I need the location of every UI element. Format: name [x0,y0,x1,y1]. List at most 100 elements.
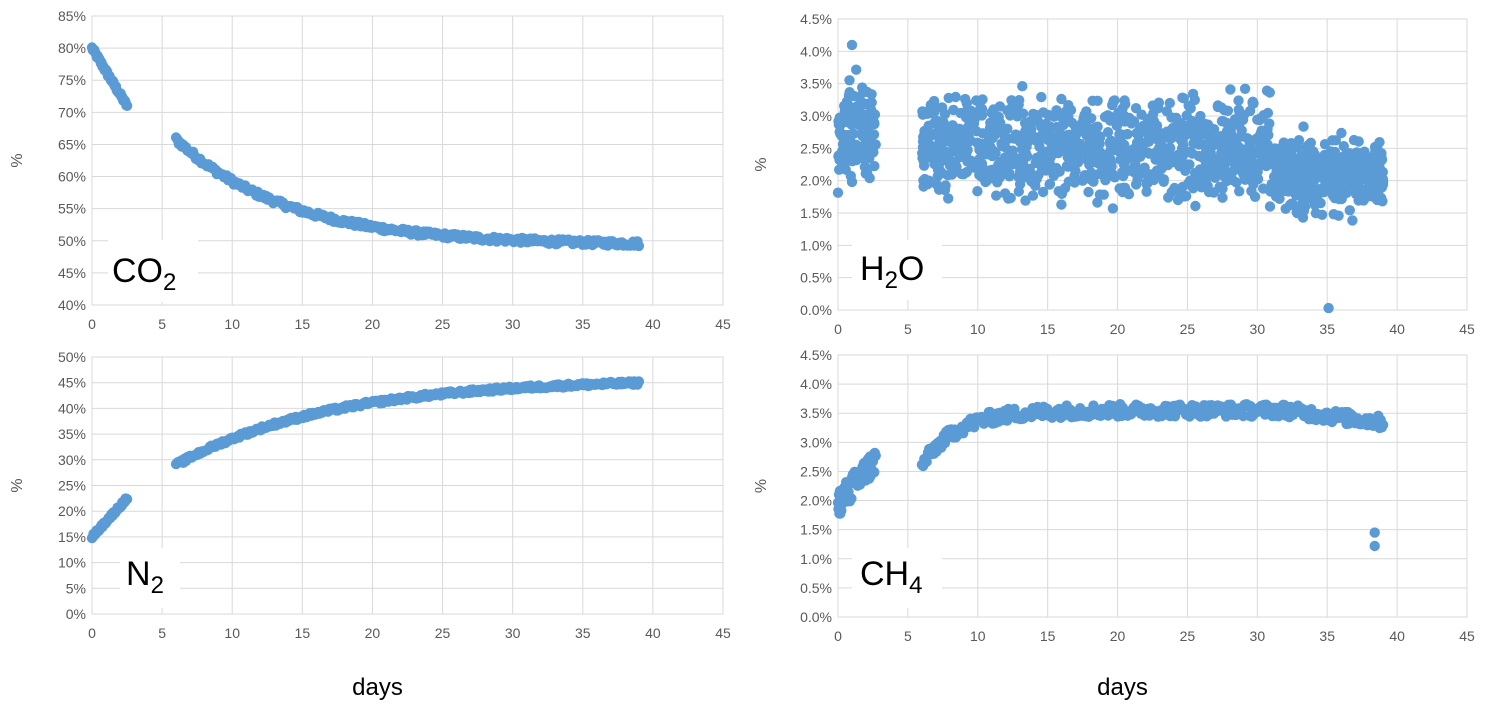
data-point [1377,173,1389,185]
x-tick-label: 20 [1110,628,1126,644]
data-point [1015,136,1026,148]
x-tick-label: 5 [904,321,912,337]
data-point [1215,136,1227,148]
data-point [1090,157,1102,168]
data-point [1374,137,1385,148]
y-tick-label: 1.5% [800,205,832,221]
data-point [1107,99,1118,111]
data-point [1063,143,1074,154]
data-point [1199,118,1211,130]
data-point [868,117,880,128]
panel-bottom-right: 0.0% 0.5% 1.0% 1.5% 2.0% 2.5% 3.0% 3.5% 4.0% 4.5%… [753,347,1475,644]
annotation-backdrop [852,240,942,300]
data-point [1258,145,1269,156]
data-point [1099,152,1111,164]
data-point [1243,157,1255,169]
gas-formula-tail: O [898,250,924,288]
data-point [1181,190,1192,202]
y-axis-label: % [9,478,26,492]
data-point [1137,168,1148,179]
y-tick-label: 15% [58,529,86,545]
data-point [1117,182,1129,194]
data-point [1102,127,1114,138]
data-point [832,187,844,198]
data-point [848,108,859,120]
x-tick-label: 10 [970,628,986,644]
data-point [1316,209,1328,220]
data-point [943,92,954,104]
data-point [986,107,997,118]
data-point [1336,127,1347,139]
data-point [1236,125,1247,136]
data-point [860,168,871,179]
plot-area [837,354,1468,618]
data-point [948,104,959,116]
gas-annotation: H2O [860,250,924,294]
data-point [1075,138,1086,150]
data-point [928,95,940,107]
data-point [1031,173,1042,185]
data-point [1327,174,1338,185]
data-point [834,112,845,123]
x-tick-label: 30 [505,316,521,332]
y-tick-label: 1.0% [800,237,832,253]
data-point [1377,419,1389,431]
data-point [1291,158,1302,169]
data-point [837,139,849,150]
y-tick-label: 20% [58,503,86,519]
data-point [1258,183,1269,194]
data-point [1233,141,1245,153]
data-point [921,456,932,467]
data-point [1187,148,1198,159]
data-point [1298,121,1309,132]
data-point [1163,149,1174,161]
x-tick-label: 10 [970,321,986,337]
data-point [1371,146,1382,157]
data-point [1248,172,1259,183]
data-point [987,150,998,162]
data-point [985,142,996,153]
x-tick-label: 20 [365,625,381,641]
data-point [1110,114,1121,125]
data-point [974,109,985,120]
data-point [842,116,853,128]
data-point [1298,176,1309,187]
data-point [1251,133,1262,144]
gas-annotation: CO2 [112,252,176,296]
data-point [1135,151,1146,162]
panel-top-right: 0.0% 0.5% 1.0% 1.5% 2.0% 2.5% 3.0% 3.5% 4.0% 4.5%… [753,11,1475,701]
data-point [1376,154,1388,165]
data-point [844,75,855,86]
data-point [846,493,857,504]
data-point [840,164,851,175]
data-point [1181,121,1192,132]
data-point [1020,148,1031,159]
y-tick-label: 1.0% [800,551,832,567]
data-point [1094,189,1106,200]
data-point [1006,95,1017,106]
x-tick-label: 45 [1459,628,1475,644]
x-tick-label: 45 [1459,321,1475,337]
y-tick-label: 0.5% [800,270,832,286]
annotation-backdrop [852,548,942,608]
data-point [1177,92,1188,103]
data-point [1086,125,1098,137]
data-point [984,122,996,134]
data-point [1309,149,1321,160]
data-point [1164,97,1176,109]
data-point [1017,158,1028,170]
data-point [1036,91,1047,103]
data-point [1091,148,1102,160]
y-tick-label: 60% [58,169,86,185]
data-point [1239,83,1251,95]
y-tick-label: 3.0% [800,108,832,124]
data-point [1128,166,1139,178]
x-tick-label: 30 [1250,628,1266,644]
data-point [939,148,950,160]
x-tick-label: 25 [435,625,451,641]
data-point [1352,161,1363,172]
data-point [1234,186,1245,197]
data-point [846,39,858,51]
data-point [961,98,972,109]
data-point [1062,152,1073,163]
